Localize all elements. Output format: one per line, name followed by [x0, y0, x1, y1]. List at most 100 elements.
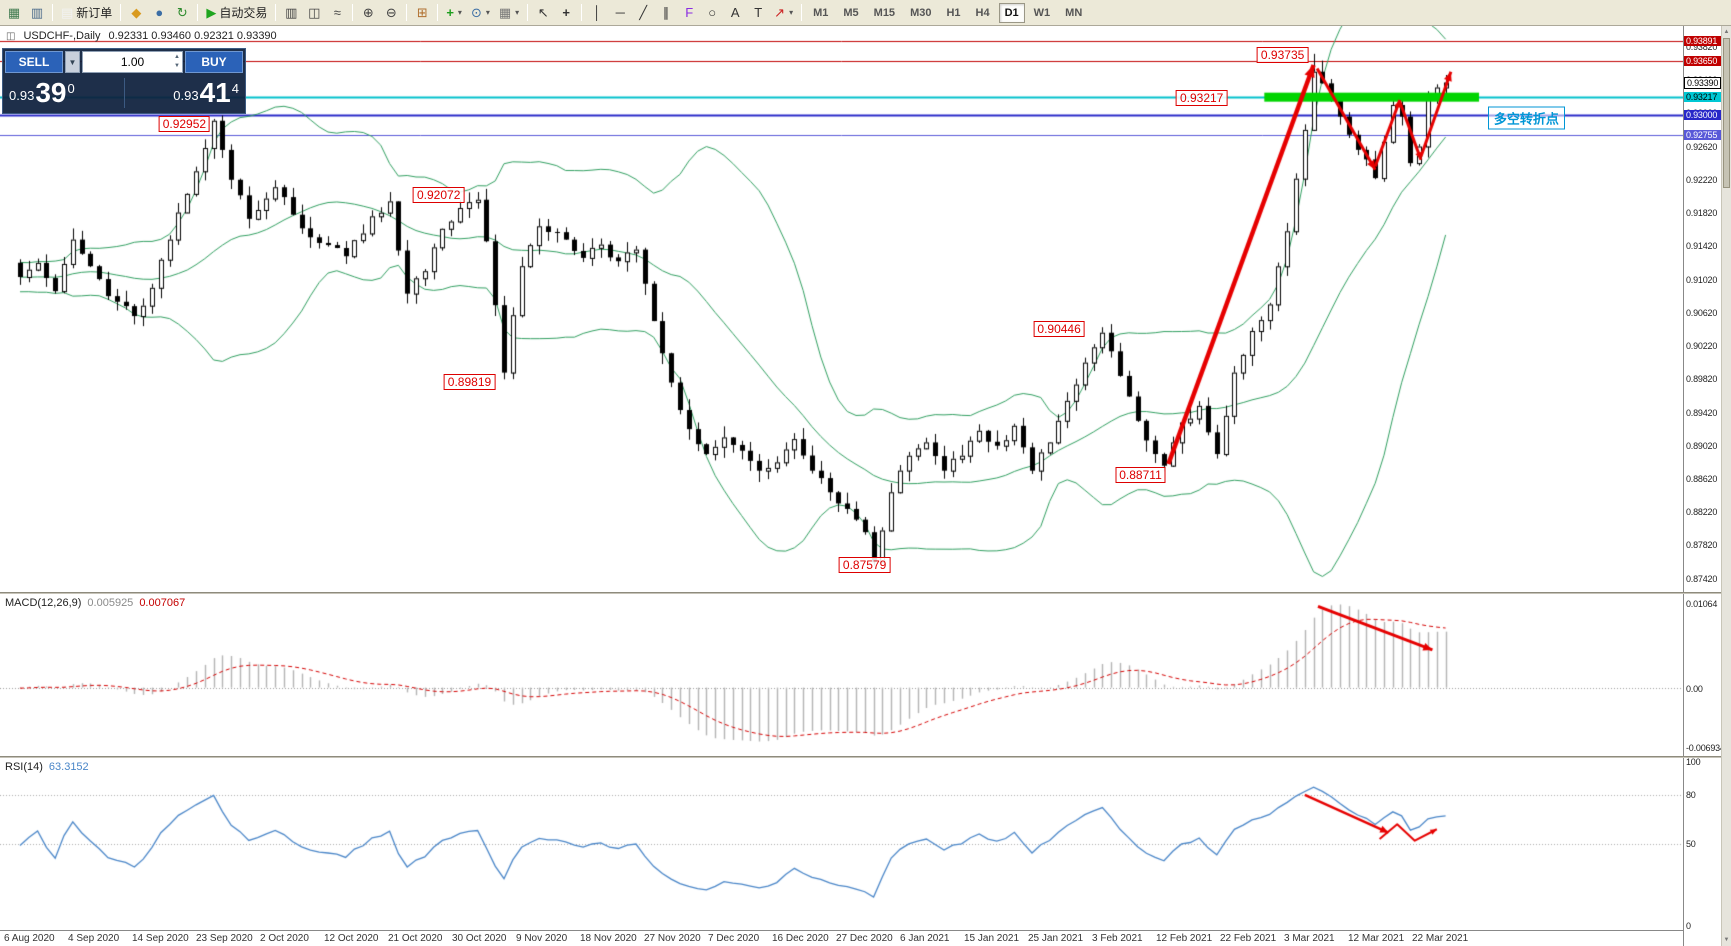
new-order-button[interactable]: ▤ 新订单 — [57, 2, 116, 23]
panel-splitter[interactable] — [0, 592, 1721, 594]
sell-price[interactable]: 0.93 39 0 — [9, 77, 75, 108]
scrollbar-thumb[interactable] — [1723, 38, 1730, 188]
accounts-button[interactable]: ● — [148, 2, 170, 23]
timeframe-m1-button[interactable]: M1 — [813, 6, 829, 19]
macd-axis-label: 0.00 — [1686, 683, 1703, 694]
autotrade-button[interactable]: ▶ 自动交易 — [202, 2, 271, 23]
date-label: 6 Aug 2020 — [4, 933, 55, 944]
price-annotation[interactable]: 0.92952 — [158, 116, 211, 133]
cursor-icon: ↖ — [537, 5, 549, 20]
horizontal-line-button[interactable]: ─ — [609, 2, 631, 23]
volume-spinner[interactable]: ▲ ▼ — [174, 54, 180, 69]
timeframe-d1-button[interactable]: D1 — [998, 2, 1025, 23]
favorites-button[interactable]: ◆ — [125, 2, 147, 23]
price-annotation[interactable]: 0.93735 — [1256, 47, 1309, 64]
timeframe-h4-button[interactable]: H4 — [975, 6, 990, 19]
date-label: 9 Nov 2020 — [516, 933, 568, 944]
bar-chart-button[interactable]: ▥ — [280, 2, 302, 23]
label-tool-button[interactable]: T — [747, 2, 769, 23]
candlestick-icon: ◫ — [6, 30, 16, 42]
date-label: 16 Dec 2020 — [772, 933, 829, 944]
timeframe-m5-button[interactable]: M5 — [843, 6, 859, 19]
chart-list-button[interactable]: ▥ — [26, 2, 48, 23]
arrange-windows-button[interactable]: ⊞ — [411, 2, 433, 23]
autotrade-icon: ▶ — [206, 5, 217, 20]
ohlc-values: 0.92331 0.93460 0.92321 0.93390 — [108, 30, 277, 42]
date-label: 14 Sep 2020 — [132, 933, 189, 944]
trade-prices-row: 0.93 39 0 0.93 41 4 — [3, 73, 245, 113]
panel-splitter[interactable] — [0, 756, 1721, 758]
price-annotation[interactable]: 0.90446 — [1033, 321, 1085, 338]
toolbar-separator — [352, 4, 354, 21]
macd-axis-label: -0.006934 — [1686, 743, 1725, 753]
timeframe-mn-button[interactable]: MN — [1065, 6, 1083, 19]
zoom-in-button[interactable]: ⊕ — [357, 2, 379, 23]
macd-main-value: 0.005925 — [87, 597, 134, 609]
rsi-canvas[interactable] — [0, 758, 1683, 930]
volume-input[interactable]: 1.00 ▲ ▼ — [82, 51, 183, 73]
line-chart-icon: ≈ — [333, 5, 341, 20]
timeframe-m15-button[interactable]: M15 — [873, 6, 896, 19]
timeframe-w1-button[interactable]: W1 — [1033, 6, 1051, 19]
refresh-icon: ↻ — [176, 5, 188, 20]
time-axis[interactable]: 6 Aug 2020 4 Sep 2020 14 Sep 2020 23 Sep 20… — [0, 930, 1683, 946]
timeframe-h1-button[interactable]: H1 — [946, 6, 961, 19]
line-chart-button[interactable]: ≈ — [326, 2, 348, 23]
date-label: 3 Feb 2021 — [1092, 933, 1143, 944]
buy-button[interactable]: BUY — [185, 51, 243, 73]
price-axis-label: 0.88220 — [1686, 507, 1718, 518]
vertical-scrollbar[interactable]: ▲ ▼ — [1721, 26, 1731, 946]
trendline-button[interactable]: ╱ — [632, 2, 654, 23]
scroll-up-icon[interactable]: ▲ — [1723, 29, 1730, 35]
price-annotation[interactable]: 0.93217 — [1175, 90, 1228, 107]
fibonacci-icon: F — [685, 5, 694, 20]
price-axis-label: 0.91420 — [1686, 241, 1718, 252]
templates-menu-button[interactable]: ▦ ▾ — [495, 2, 523, 23]
vertical-line-button[interactable]: │ — [586, 2, 608, 23]
sell-button[interactable]: SELL — [5, 51, 63, 73]
symbol-period-label: USDCHF-,Daily — [23, 30, 101, 42]
cursor-button[interactable]: ↖ — [532, 2, 554, 23]
rsi-axis-label: 80 — [1686, 789, 1696, 800]
candle-chart-button[interactable]: ◫ — [303, 2, 325, 23]
text-tool-button[interactable]: A — [724, 2, 746, 23]
crosshair-button[interactable]: + — [555, 2, 577, 23]
scroll-down-icon[interactable]: ▼ — [1723, 937, 1730, 943]
macd-panel: MACD(12,26,9) 0.005925 0.007067 — [0, 594, 1683, 756]
accounts-icon: ● — [155, 5, 164, 20]
periods-menu-icon: ⊙ — [470, 5, 482, 20]
main-chart-canvas[interactable] — [0, 26, 1683, 592]
shapes-button[interactable]: ○ — [701, 2, 723, 23]
price-axis-label: 0.90620 — [1686, 307, 1718, 318]
order-type-dropdown[interactable]: ▼ — [65, 51, 80, 73]
turning-point-note[interactable]: 多空转折点 — [1487, 106, 1565, 130]
refresh-button[interactable]: ↻ — [171, 2, 193, 23]
macd-canvas[interactable] — [0, 594, 1683, 756]
price-axis[interactable]: 0.938200.934200.930200.926200.922200.918… — [1683, 26, 1725, 946]
price-annotation[interactable]: 0.89819 — [443, 373, 496, 390]
toolbar-separator — [120, 4, 122, 21]
price-annotation[interactable]: 0.92072 — [413, 186, 465, 203]
new-chart-button[interactable]: ▦ — [3, 2, 25, 23]
zoom-out-button[interactable]: ⊖ — [380, 2, 402, 23]
periods-menu-button[interactable]: ⊙ ▾ — [467, 2, 494, 23]
date-label: 4 Sep 2020 — [68, 933, 120, 944]
timeframe-m30-button[interactable]: M30 — [910, 6, 932, 19]
add-indicator-button[interactable]: + ▾ — [442, 2, 466, 23]
price-axis-label: 0.89020 — [1686, 440, 1718, 451]
price-axis-label: 0.89820 — [1686, 374, 1718, 385]
macd-signal-value: 0.007067 — [139, 597, 186, 609]
bar-chart-icon: ▥ — [285, 5, 298, 20]
price-annotation[interactable]: 0.88711 — [1115, 466, 1166, 483]
add-indicator-icon: + — [446, 5, 454, 20]
rsi-label: RSI(14) 63.3152 — [5, 761, 89, 773]
zoom-in-icon: ⊕ — [362, 5, 374, 20]
price-annotation[interactable]: 0.87579 — [838, 557, 891, 574]
new-chart-icon: ▦ — [7, 5, 21, 20]
arrows-tool-button[interactable]: ↗ ▾ — [770, 2, 797, 23]
channel-button[interactable]: ∥ — [655, 2, 677, 23]
new-order-label: 新订单 — [76, 6, 113, 20]
price-axis-tag: 0.93000 — [1684, 109, 1721, 120]
buy-price[interactable]: 0.93 41 4 — [173, 77, 239, 108]
fibonacci-button[interactable]: F — [678, 2, 700, 23]
